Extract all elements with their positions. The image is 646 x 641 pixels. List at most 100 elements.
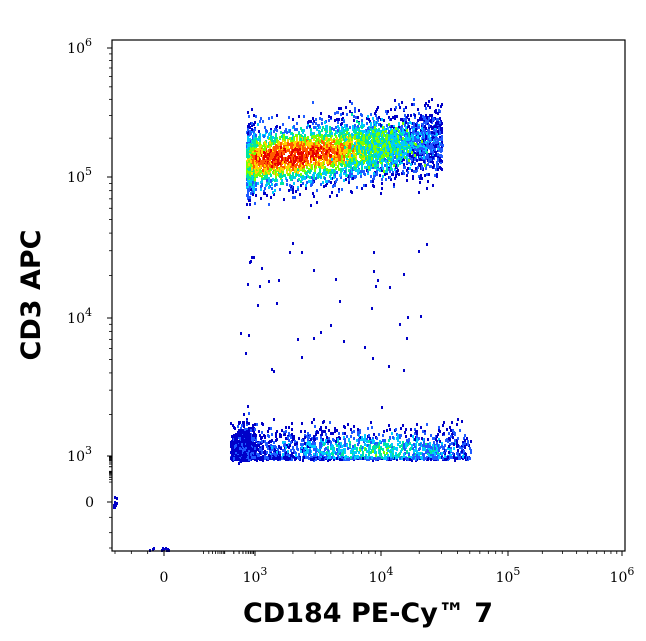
event-point xyxy=(470,440,472,443)
event-point xyxy=(324,157,326,160)
event-point xyxy=(273,165,275,168)
event-point xyxy=(355,116,357,119)
event-point xyxy=(408,118,410,121)
event-point xyxy=(366,155,368,158)
event-point xyxy=(254,128,256,131)
event-point xyxy=(332,171,334,174)
event-point xyxy=(273,167,275,170)
event-point xyxy=(275,148,277,151)
event-point xyxy=(288,446,290,449)
event-point xyxy=(375,110,377,113)
event-point xyxy=(247,151,249,154)
event-point xyxy=(306,166,308,169)
event-point xyxy=(432,151,434,154)
event-point xyxy=(341,155,343,158)
event-point xyxy=(387,149,389,152)
event-point xyxy=(357,125,359,128)
event-point xyxy=(282,161,284,164)
event-point xyxy=(270,154,272,157)
event-point xyxy=(359,155,361,158)
event-point xyxy=(292,196,294,199)
event-point xyxy=(247,139,249,142)
event-point xyxy=(353,175,355,178)
event-point xyxy=(437,159,439,162)
event-point xyxy=(361,119,363,122)
event-point xyxy=(324,121,326,124)
event-point xyxy=(354,110,356,113)
event-point xyxy=(348,164,350,167)
event-point xyxy=(377,164,379,167)
event-point xyxy=(368,157,370,160)
event-point xyxy=(338,158,340,161)
event-point xyxy=(385,110,387,113)
event-point xyxy=(316,150,318,153)
event-point xyxy=(422,134,424,137)
event-point xyxy=(342,135,344,138)
event-point xyxy=(353,167,355,170)
event-point xyxy=(366,147,368,150)
event-point xyxy=(372,160,374,163)
event-point xyxy=(294,128,296,131)
event-point xyxy=(303,157,305,160)
event-point xyxy=(401,144,403,147)
event-point xyxy=(316,163,318,166)
event-point xyxy=(306,151,308,154)
event-point xyxy=(398,125,400,128)
event-point xyxy=(330,177,332,180)
event-point xyxy=(312,132,314,135)
event-point xyxy=(320,158,322,161)
event-point xyxy=(256,141,258,144)
event-point xyxy=(264,126,266,129)
event-point xyxy=(346,155,348,158)
event-point xyxy=(378,116,380,119)
event-point xyxy=(250,149,252,152)
event-point xyxy=(334,119,336,122)
event-point xyxy=(420,147,422,150)
event-point xyxy=(403,166,405,169)
event-point xyxy=(331,132,333,135)
event-point xyxy=(333,138,335,141)
event-point xyxy=(421,151,423,154)
event-point xyxy=(440,167,442,170)
event-point xyxy=(308,120,310,123)
event-point xyxy=(394,156,396,159)
event-point xyxy=(341,132,343,135)
event-point xyxy=(254,202,256,205)
event-point xyxy=(311,167,313,170)
event-point xyxy=(302,443,304,446)
event-point xyxy=(304,140,306,143)
event-point xyxy=(281,179,283,182)
event-point xyxy=(390,108,392,111)
event-point xyxy=(339,174,341,177)
event-point xyxy=(310,152,312,155)
event-point xyxy=(280,146,282,149)
event-point xyxy=(346,164,348,167)
event-point xyxy=(292,168,294,171)
event-point xyxy=(363,172,365,175)
event-point xyxy=(274,189,276,192)
event-point xyxy=(432,156,434,159)
event-point xyxy=(348,149,350,152)
event-point xyxy=(392,162,394,165)
event-point xyxy=(248,160,250,163)
event-point xyxy=(426,173,428,176)
event-point xyxy=(352,125,354,128)
event-point xyxy=(251,122,253,125)
event-point xyxy=(312,151,314,154)
event-point xyxy=(354,124,356,127)
event-point xyxy=(284,174,286,177)
event-point xyxy=(299,156,301,159)
event-point xyxy=(428,129,430,132)
event-point xyxy=(436,137,438,140)
event-point xyxy=(374,112,376,115)
event-point xyxy=(321,137,323,140)
event-point xyxy=(311,158,313,161)
event-point xyxy=(274,163,276,166)
event-point xyxy=(401,161,403,164)
event-point xyxy=(300,180,302,183)
event-point xyxy=(281,175,283,178)
event-point xyxy=(339,132,341,135)
event-point xyxy=(297,142,299,145)
event-point xyxy=(264,141,266,144)
event-point xyxy=(354,107,356,110)
